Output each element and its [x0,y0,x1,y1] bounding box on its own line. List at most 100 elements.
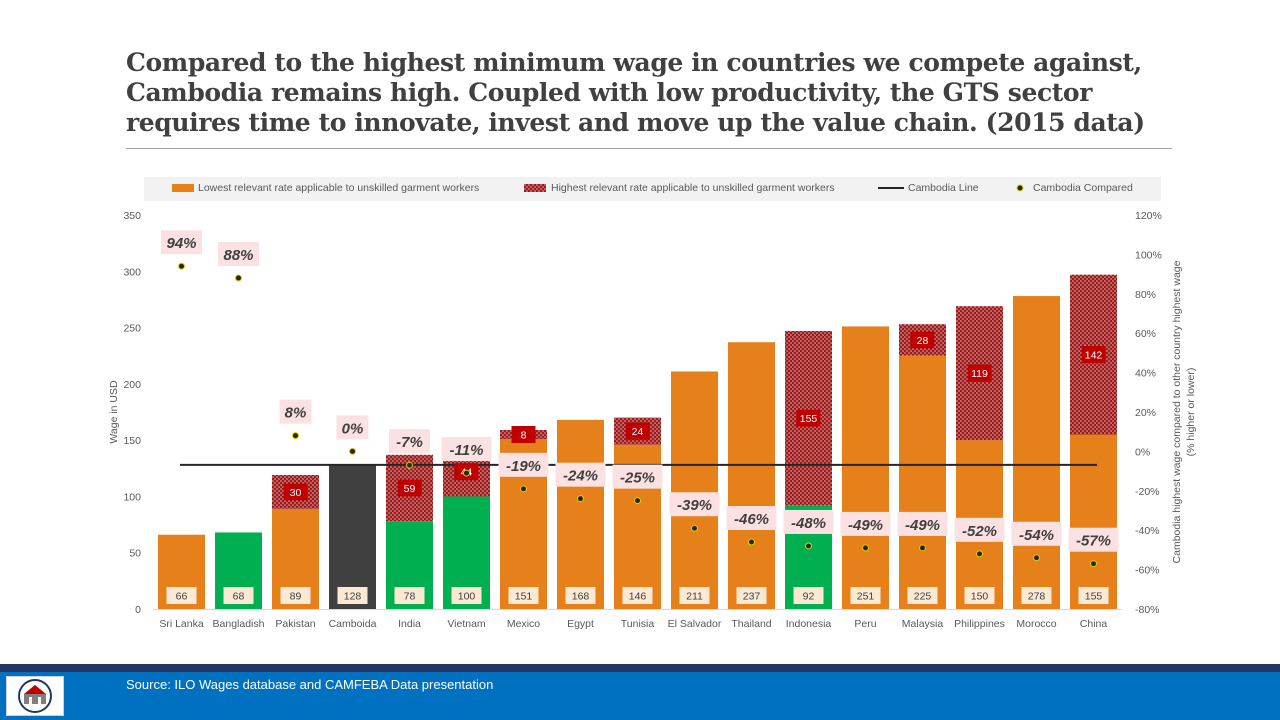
value-label-bg-lowest [565,587,596,604]
value-label-bg-highest [511,426,536,444]
value-label-bg-lowest [679,587,710,604]
cambodia-compared-point [178,262,185,270]
percent-label: -25% [620,470,655,487]
value-label-bg-lowest [394,587,425,604]
percent-label-bg [441,437,492,462]
y-tick-label: 50 [129,548,141,560]
value-label-lowest: 66 [176,591,188,603]
percent-label: -54% [1019,527,1054,544]
footer: Source: ILO Wages database and CAMFEBA D… [0,664,1280,720]
percent-label-bg [498,452,549,477]
x-tick-label: China [1080,618,1108,630]
percent-label-bg [783,509,834,534]
cambodia-compared-point [691,524,698,532]
x-tick-label: Bangladish [213,618,265,630]
camfeba-logo [6,676,64,716]
y2-tick-label: 120% [1135,210,1162,222]
footer-band [0,672,1280,720]
y2-tick-label: 100% [1135,249,1162,261]
bar-lowest [899,355,946,609]
percent-label-bg [726,506,777,531]
cambodia-compared-point [349,447,356,455]
value-label-lowest: 68 [233,591,245,603]
value-label-bg-lowest [280,587,311,604]
value-label-bg-highest [796,409,821,427]
value-label-bg-lowest [1078,587,1109,604]
wage-chart: Lowest relevant rate applicable to unski… [108,177,1197,630]
percent-label-bg [1068,527,1119,552]
percent-label: 94% [166,235,196,252]
percent-label-bg [161,230,202,255]
bar-lowest [1013,296,1060,609]
y2-tick-label: 80% [1135,289,1156,301]
value-label-highest: 28 [917,335,929,347]
x-tick-label: Pakistan [275,618,315,630]
percent-label: -39% [677,497,712,514]
cambodia-compared-point [805,542,812,550]
value-label-bg-highest [283,483,308,501]
value-label-bg-lowest [451,587,482,604]
percent-label: 88% [223,247,253,264]
value-label-lowest: 168 [572,591,590,603]
plot-area: 0 50 100 150 200 250 300 350 -80% -60% -40% -20% 0% 2… [123,210,1161,630]
source-note: Source: ILO Wages database and CAMFEBA D… [126,677,494,692]
y-tick-label: 200 [123,379,141,391]
title-line-1: Compared to the highest minimum wage in … [126,48,1142,77]
percent-label: -7% [396,434,423,451]
value-label-bg-lowest [166,587,197,604]
percent-label: -19% [506,458,541,475]
percent-label-bg [954,517,1005,542]
bar-lowest [842,326,889,609]
value-label-lowest: 150 [971,591,989,603]
legend-background [144,177,1161,201]
value-label-lowest: 89 [290,591,302,603]
cambodia-compared-point [976,550,983,558]
value-label-bg-lowest [850,587,881,604]
value-label-bg-highest [967,364,992,382]
value-label-bg-lowest [1021,587,1052,604]
percent-label: -24% [563,468,598,485]
cambodia-compared-point [862,544,869,552]
value-label-highest: 59 [404,483,416,495]
cambodia-compared-point [520,485,527,493]
value-label-lowest: 92 [803,591,815,603]
y2-tick-label: 20% [1135,407,1156,419]
x-tick-label: Camboida [329,618,377,630]
value-label-bg-lowest [223,587,254,604]
cambodia-compared-point [292,432,299,440]
value-label-bg-highest [625,422,650,440]
percent-label: -49% [848,517,883,534]
x-tick-label: Mexico [507,618,540,630]
value-label-lowest: 237 [743,591,761,603]
y2-tick-label: 60% [1135,328,1156,340]
legend-label-highest: Highest relevant rate applicable to unsk… [551,182,835,194]
y2-tick-label: 40% [1135,368,1156,380]
x-tick-label: Philippines [954,618,1005,630]
y-tick-label: 0 [135,604,141,616]
percent-label: -52% [962,523,997,540]
bar-lowest [728,342,775,609]
y-tick-label: 250 [123,323,141,335]
bar-lowest [329,464,376,609]
y2-tick-label: -80% [1135,604,1160,616]
cambodia-compared-point [919,544,926,552]
value-label-highest: 8 [521,430,527,442]
value-label-bg-lowest [907,587,938,604]
y2-tick-label: 0% [1135,446,1150,458]
value-label-bg-highest [397,479,422,497]
cambodia-compared-point [748,538,755,546]
value-label-lowest: 225 [914,591,932,603]
x-tick-label: Sri Lanka [159,618,204,630]
percent-label-bg [669,492,720,517]
cambodia-compared-point [235,274,242,282]
title-divider [126,148,1172,149]
y2-tick-label: -60% [1135,565,1160,577]
value-label-bg-lowest [337,587,368,604]
y2-axis-title-line-1: Cambodia highest wage compared to other … [1171,260,1183,563]
legend-swatch-highest [524,184,546,192]
legend-label-cambodia-compared: Cambodia Compared [1033,182,1133,194]
percent-label: 0% [342,420,364,437]
value-label-lowest: 155 [1085,591,1103,603]
percent-label: -11% [450,442,484,459]
value-label-highest: 30 [290,487,302,499]
